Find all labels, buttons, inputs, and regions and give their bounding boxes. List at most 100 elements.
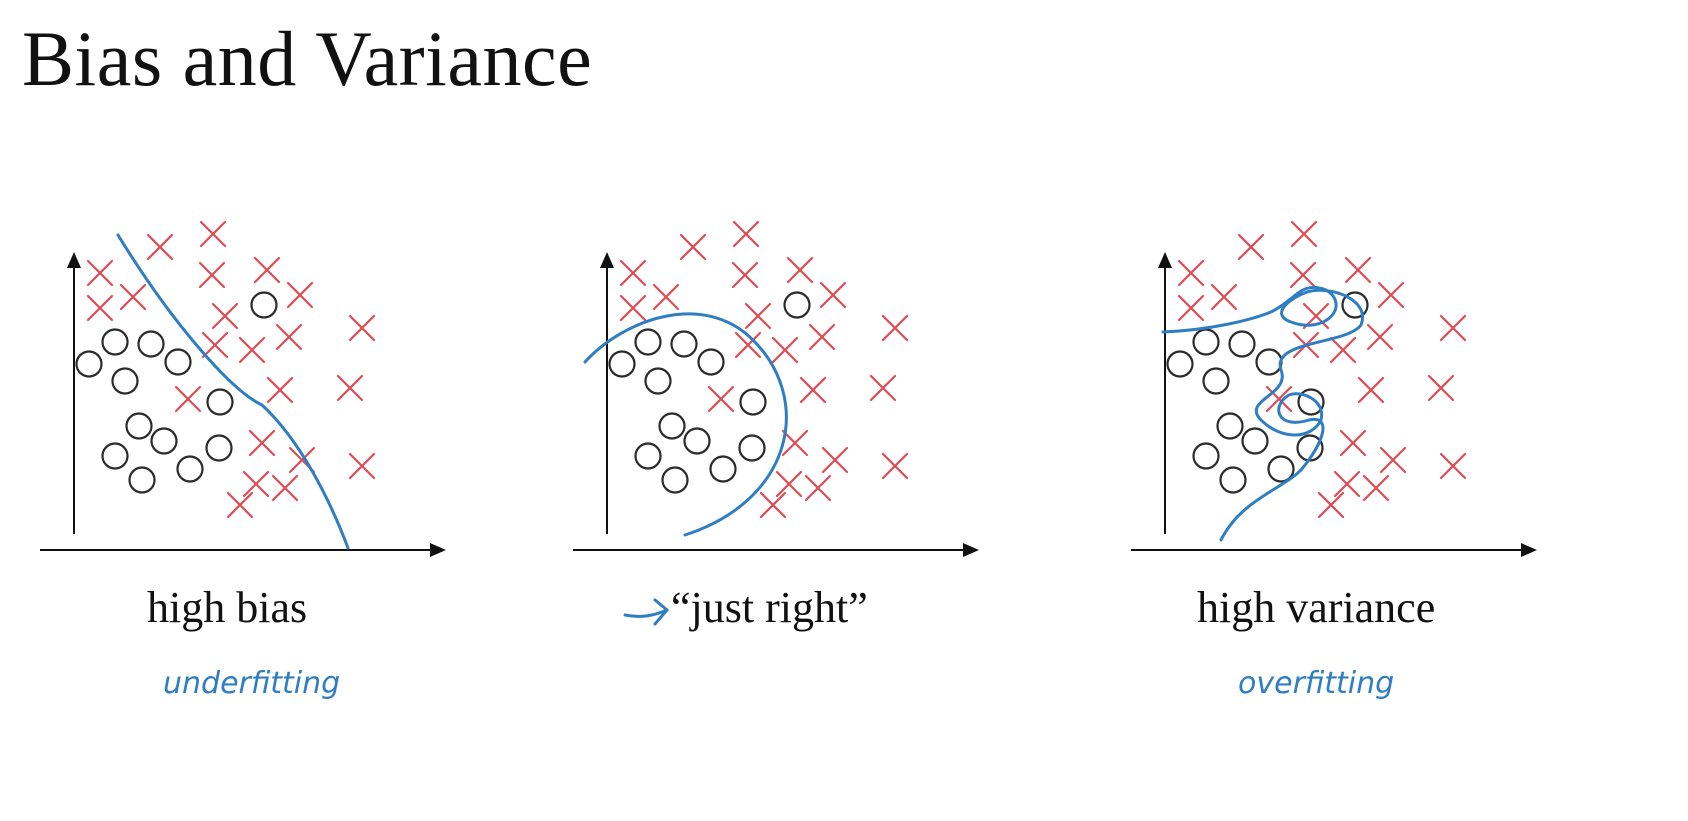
cross-point xyxy=(619,259,647,287)
cross-point xyxy=(1210,283,1238,311)
panel-high-bias: high bias underfitting xyxy=(40,220,446,701)
decision-boundary xyxy=(1161,285,1365,542)
circle-point xyxy=(1241,427,1269,455)
circle-point xyxy=(783,291,811,319)
cross-point xyxy=(1333,470,1361,498)
cross-point xyxy=(275,323,303,351)
circle-point xyxy=(697,348,725,376)
cross-point xyxy=(146,233,174,261)
circle-point xyxy=(1192,328,1220,356)
panel-label: “just right” xyxy=(671,583,868,632)
circle-point xyxy=(1255,348,1283,376)
panel-high-variance: high variance overfitting xyxy=(1131,220,1537,701)
cross-point xyxy=(1317,491,1345,519)
circle-point xyxy=(683,427,711,455)
circle-point xyxy=(1267,455,1295,483)
x-axis-arrow xyxy=(963,543,979,557)
cross-point xyxy=(619,294,647,322)
cross-point xyxy=(1237,233,1265,261)
cross-point xyxy=(1362,474,1390,502)
cross-point xyxy=(1439,452,1467,480)
circle-point xyxy=(205,434,233,462)
cross-point xyxy=(1427,374,1455,402)
cross-point xyxy=(1377,281,1405,309)
cross-point xyxy=(1265,385,1293,413)
cross-point xyxy=(731,261,759,289)
cross-point xyxy=(199,220,227,248)
cross-point xyxy=(808,323,836,351)
cross-point xyxy=(226,491,254,519)
cross-point xyxy=(348,314,376,342)
cross-point xyxy=(1329,336,1357,364)
cross-point xyxy=(707,385,735,413)
circle-point xyxy=(670,330,698,358)
cross-point xyxy=(201,331,229,359)
circle-point xyxy=(101,328,129,356)
circle-point xyxy=(111,367,139,395)
handwritten-annotation: overfitting xyxy=(1238,666,1394,701)
cross-point xyxy=(1366,323,1394,351)
arrow-icon xyxy=(623,598,669,626)
cross-point xyxy=(248,429,276,457)
y-axis-arrow xyxy=(1158,252,1172,268)
cross-point xyxy=(771,336,799,364)
cross-point xyxy=(804,474,832,502)
circle-point xyxy=(738,434,766,462)
cross-point xyxy=(759,491,787,519)
circle-point xyxy=(1228,330,1256,358)
cross-point xyxy=(119,283,147,311)
cross-point xyxy=(744,302,772,330)
cross-point xyxy=(242,470,270,498)
slide-title: Bias and Variance xyxy=(22,15,593,102)
x-axis-arrow xyxy=(430,543,446,557)
circle-point xyxy=(661,466,689,494)
cross-point xyxy=(679,233,707,261)
cross-point xyxy=(86,294,114,322)
circle-point xyxy=(150,427,178,455)
axes xyxy=(1131,252,1537,557)
decision-boundary xyxy=(583,312,788,537)
cross-point xyxy=(1439,314,1467,342)
circle-point xyxy=(739,388,767,416)
x-axis-arrow xyxy=(1521,543,1537,557)
cross-point xyxy=(1357,376,1385,404)
panel-label: high bias xyxy=(147,583,307,632)
circle-point xyxy=(164,348,192,376)
y-axis-arrow xyxy=(600,252,614,268)
circle-point xyxy=(101,442,129,470)
circle-point xyxy=(1202,367,1230,395)
circle-point xyxy=(250,291,278,319)
cross-point xyxy=(819,281,847,309)
circle-point xyxy=(206,388,234,416)
circle-point xyxy=(75,350,103,378)
circle-point xyxy=(658,412,686,440)
cross-point xyxy=(1289,261,1317,289)
cross-point xyxy=(799,376,827,404)
circle-point xyxy=(176,455,204,483)
cross-point xyxy=(174,385,202,413)
circle-point xyxy=(1219,466,1247,494)
cross-point xyxy=(198,261,226,289)
circle-point xyxy=(128,466,156,494)
cross-point xyxy=(1290,220,1318,248)
cross-point xyxy=(211,302,239,330)
cross-point xyxy=(786,256,814,284)
y-axis-arrow xyxy=(67,252,81,268)
circle-point xyxy=(137,330,165,358)
axes xyxy=(40,252,446,557)
decision-boundary xyxy=(116,233,350,550)
panel-just-right: “just right” xyxy=(573,220,979,632)
circle-point xyxy=(1216,412,1244,440)
cross-point xyxy=(348,452,376,480)
circle-point xyxy=(1166,350,1194,378)
cross-point xyxy=(238,336,266,364)
circle-point xyxy=(125,412,153,440)
cross-point xyxy=(652,283,680,311)
axes xyxy=(573,252,979,557)
circle-point xyxy=(634,442,662,470)
cross-point xyxy=(253,256,281,284)
handwritten-annotation: underfitting xyxy=(163,666,340,701)
panel-label: high variance xyxy=(1197,583,1435,632)
cross-point xyxy=(1339,429,1367,457)
